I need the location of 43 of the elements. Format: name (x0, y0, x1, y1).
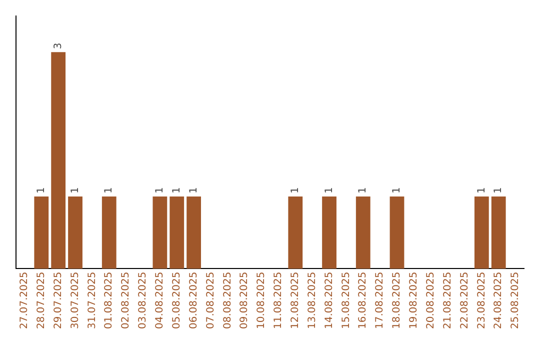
x-tick-label: 27.07.2025 (19, 272, 30, 330)
x-tick-label: 24.08.2025 (493, 272, 504, 330)
x-tick-label: 10.08.2025 (256, 272, 268, 330)
x-tick-label: 03.08.2025 (138, 272, 149, 330)
x-tick-label: 04.08.2025 (154, 272, 166, 330)
x-tick-label: 02.08.2025 (120, 272, 132, 330)
data-label: 1 (154, 187, 166, 194)
x-tick-label: 17.08.2025 (374, 272, 386, 330)
x-tick-label: 11.08.2025 (273, 272, 284, 330)
x-tick-label: 05.08.2025 (171, 272, 182, 330)
data-label: 1 (104, 187, 115, 194)
x-tick-label: 14.08.2025 (324, 272, 335, 330)
x-tick-label: 12.08.2025 (290, 272, 301, 330)
x-tick-label: 15.08.2025 (340, 272, 352, 330)
x-tick-label: 20.08.2025 (425, 272, 436, 330)
x-tick-label: 23.08.2025 (476, 272, 488, 330)
data-label: 1 (476, 187, 488, 194)
x-tick-label: 06.08.2025 (188, 272, 200, 330)
data-label: 1 (188, 187, 200, 194)
data-label: 1 (36, 187, 47, 194)
data-label: 1 (493, 187, 504, 194)
x-tick-label: 21.08.2025 (442, 272, 454, 330)
x-tick-label: 07.08.2025 (205, 272, 216, 330)
x-tick-label: 22.08.2025 (459, 272, 470, 330)
data-label: 1 (392, 187, 403, 194)
x-tick-label: 31.07.2025 (86, 272, 98, 330)
x-tick-label: 16.08.2025 (358, 272, 369, 330)
data-label: 1 (358, 187, 369, 194)
data-label: 1 (70, 187, 81, 194)
x-tick-label: 28.07.2025 (36, 272, 47, 330)
x-tick-label: 29.07.2025 (52, 272, 64, 330)
x-tick-label: 13.08.2025 (306, 272, 318, 330)
data-label: 1 (324, 187, 335, 194)
data-label: 1 (171, 187, 182, 194)
x-tick-label: 18.08.2025 (392, 272, 403, 330)
x-tick-label: 09.08.2025 (239, 272, 250, 330)
x-tick-label: 25.08.2025 (510, 272, 522, 330)
x-tick-label: 08.08.2025 (222, 272, 234, 330)
data-label: 3 (52, 42, 64, 50)
x-tick-label: 19.08.2025 (408, 272, 420, 330)
x-tick-label: 01.08.2025 (104, 272, 115, 330)
data-label: 1 (290, 187, 301, 194)
x-tick-label: 30.07.2025 (70, 272, 81, 330)
